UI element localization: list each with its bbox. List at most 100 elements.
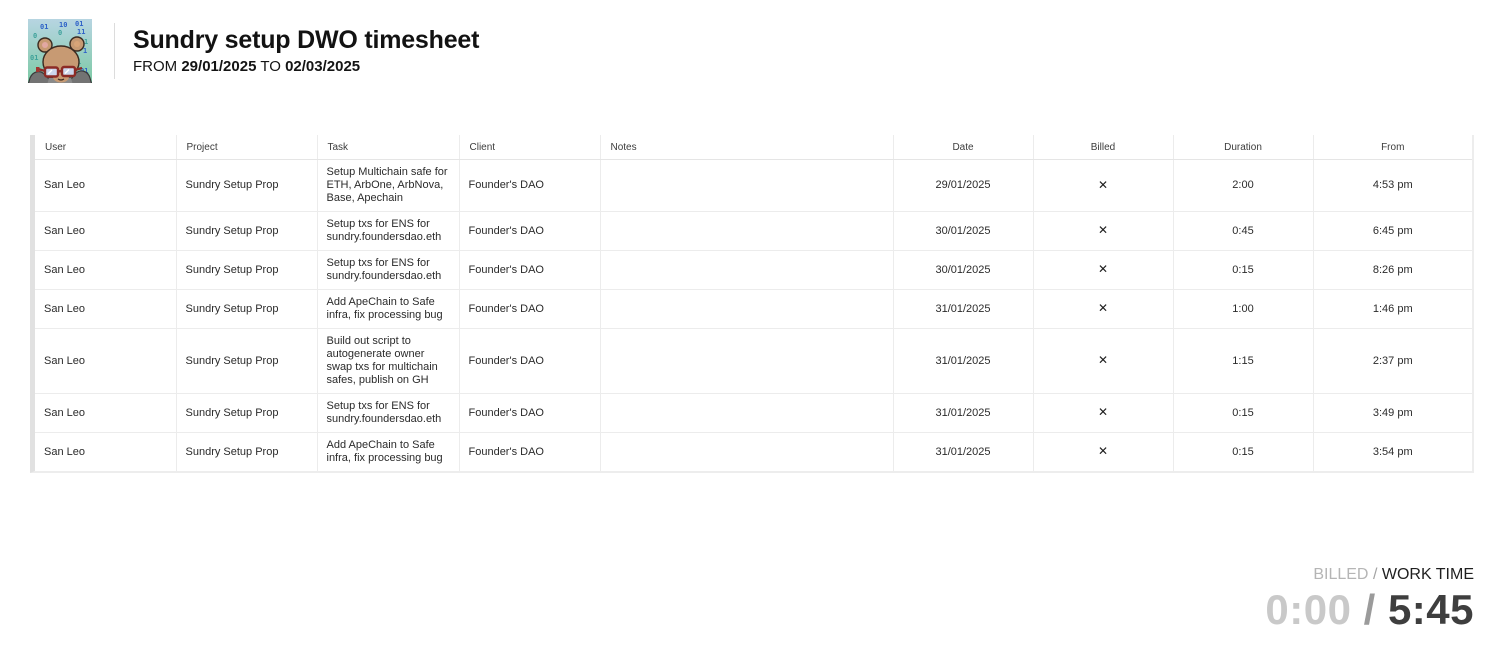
cell-client: Founder's DAO: [458, 393, 600, 433]
binary-digit: 0: [33, 32, 37, 40]
binary-digit: 01: [40, 23, 48, 31]
not-billed-x-icon: ✕: [1097, 177, 1109, 192]
table-row: San Leo Sundry Setup Prop Setup Multichain…: [35, 159, 1472, 212]
cell-project: Sundry Setup Prop: [175, 211, 317, 251]
table-row: San Leo Sundry Setup Prop Setup txs for EN…: [35, 393, 1472, 433]
cell-notes: [599, 432, 893, 471]
cell-user: San Leo: [35, 289, 176, 329]
cell-billed: ✕: [1032, 250, 1173, 290]
totals-values: 0:00 / 5:45: [1265, 589, 1474, 631]
cell-client: Founder's DAO: [458, 250, 600, 290]
cell-from: 1:46 pm: [1312, 289, 1472, 329]
binary-digit: 0: [58, 29, 62, 37]
cell-client: Founder's DAO: [458, 328, 600, 394]
cell-duration: 1:15: [1172, 328, 1313, 394]
cell-duration: 2:00: [1172, 159, 1313, 212]
cell-project: Sundry Setup Prop: [175, 393, 317, 433]
labels-separator: /: [1372, 566, 1378, 583]
not-billed-x-icon: ✕: [1097, 405, 1109, 419]
column-header-client: Client: [458, 135, 600, 160]
column-header-user: User: [35, 135, 176, 160]
totals-labels: BILLED / WORK TIME: [1265, 567, 1474, 583]
column-header-notes: Notes: [599, 135, 893, 160]
cell-notes: [599, 393, 893, 433]
cell-billed: ✕: [1032, 328, 1173, 394]
page-title: Sundry setup DWO timesheet: [133, 26, 480, 55]
table-row: San Leo Sundry Setup Prop Add ApeChain to …: [35, 289, 1472, 329]
column-header-from: From: [1312, 135, 1472, 160]
cell-notes: [599, 159, 893, 212]
cell-from: 2:37 pm: [1312, 328, 1472, 394]
cell-user: San Leo: [35, 250, 176, 290]
to-label: TO: [260, 57, 281, 75]
cell-project: Sundry Setup Prop: [175, 250, 317, 290]
column-header-billed: Billed: [1032, 135, 1173, 160]
cell-billed: ✕: [1032, 289, 1173, 329]
cell-billed: ✕: [1032, 159, 1173, 212]
binary-digit: 01: [75, 20, 83, 28]
not-billed-x-icon: ✕: [1097, 223, 1109, 237]
not-billed-x-icon: ✕: [1097, 444, 1109, 458]
work-time-total: 5:45: [1387, 586, 1474, 633]
cell-task: Add ApeChain to Safe infra, fix processi…: [316, 289, 459, 329]
cell-date: 31/01/2025: [892, 328, 1033, 394]
cell-task: Setup Multichain safe for ETH, ArbOne, A…: [316, 159, 459, 212]
cell-date: 30/01/2025: [892, 250, 1033, 290]
not-billed-x-icon: ✕: [1097, 353, 1109, 367]
cell-billed: ✕: [1032, 393, 1173, 433]
bear-avatar-logo: 01 10 01 11 0 0 1 1 01 1 01 0: [28, 19, 92, 83]
page-header: 01 10 01 11 0 0 1 1 01 1 01 0: [28, 19, 479, 83]
cell-from: 8:26 pm: [1312, 250, 1472, 290]
cell-client: Founder's DAO: [458, 289, 600, 329]
cell-notes: [599, 211, 893, 251]
cell-user: San Leo: [35, 211, 176, 251]
glasses-icon: [36, 65, 83, 78]
column-header-date: Date: [892, 135, 1033, 160]
cell-task: Setup txs for ENS for sundry.foundersdao…: [316, 211, 459, 251]
header-divider: [114, 23, 115, 79]
cell-from: 3:54 pm: [1312, 432, 1472, 471]
to-date: 02/03/2025: [285, 57, 361, 75]
cell-project: Sundry Setup Prop: [175, 328, 317, 394]
cell-duration: 0:15: [1172, 432, 1313, 471]
table-row: San Leo Sundry Setup Prop Build out script…: [35, 328, 1472, 394]
cell-date: 31/01/2025: [892, 289, 1033, 329]
cell-from: 3:49 pm: [1312, 393, 1472, 433]
not-billed-x-icon: ✕: [1097, 262, 1109, 276]
timesheet-table-container: User Project Task Client Notes Date Billed Dura…: [30, 135, 1474, 473]
binary-digit: 1: [83, 47, 87, 55]
cell-user: San Leo: [35, 328, 176, 394]
table-header-row: User Project Task Client Notes Date Billed Dura…: [35, 135, 1472, 160]
binary-digit: 01: [30, 54, 38, 62]
binary-digit: 1: [84, 38, 88, 46]
cell-date: 30/01/2025: [892, 211, 1033, 251]
not-billed-x-icon: ✕: [1097, 301, 1109, 315]
binary-digit: 11: [77, 28, 85, 36]
totals-summary: BILLED / WORK TIME 0:00 / 5:45: [1265, 567, 1474, 631]
binary-digit: 10: [59, 21, 67, 29]
cell-billed: ✕: [1032, 211, 1173, 251]
table-row: San Leo Sundry Setup Prop Setup txs for EN…: [35, 250, 1472, 290]
cell-task: Setup txs for ENS for sundry.foundersdao…: [316, 393, 459, 433]
cell-from: 6:45 pm: [1312, 211, 1472, 251]
cell-notes: [599, 289, 893, 329]
cell-date: 31/01/2025: [892, 393, 1033, 433]
cell-from: 4:53 pm: [1312, 159, 1472, 212]
cell-duration: 0:15: [1172, 393, 1313, 433]
cell-project: Sundry Setup Prop: [175, 159, 317, 212]
cell-user: San Leo: [35, 393, 176, 433]
billed-total: 0:00: [1265, 586, 1352, 633]
cell-notes: [599, 328, 893, 394]
from-date: 29/01/2025: [181, 57, 257, 75]
cell-notes: [599, 250, 893, 290]
cell-billed: ✕: [1032, 432, 1173, 471]
column-header-duration: Duration: [1172, 135, 1313, 160]
column-header-project: Project: [175, 135, 317, 160]
cell-client: Founder's DAO: [458, 432, 600, 471]
cell-project: Sundry Setup Prop: [175, 432, 317, 471]
table-body: San Leo Sundry Setup Prop Setup Multichain…: [35, 159, 1472, 471]
cell-duration: 1:00: [1172, 289, 1313, 329]
timesheet-table: User Project Task Client Notes Date Billed Dura…: [35, 135, 1472, 471]
date-range: FROM 29/01/2025 TO 02/03/2025: [133, 58, 479, 75]
table-row: San Leo Sundry Setup Prop Add ApeChain to …: [35, 432, 1472, 471]
